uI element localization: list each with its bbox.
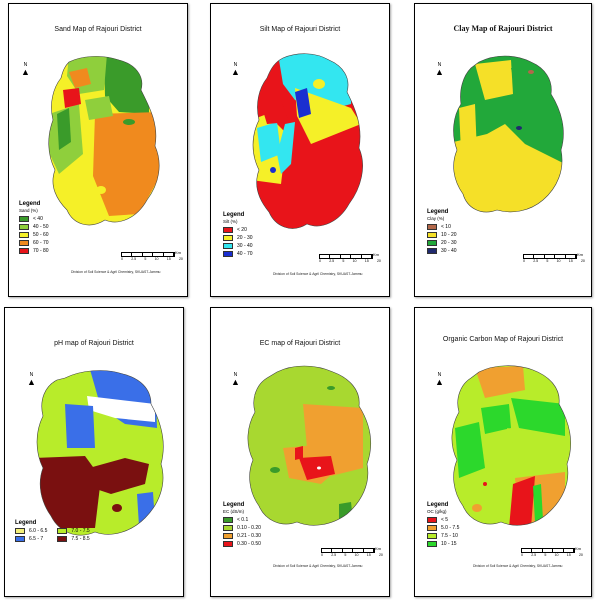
oc-map-title: Organic Carbon Map of Rajouri District: [442, 336, 564, 343]
oc-map-panel: Organic Carbon Map of Rajouri District N…: [414, 307, 592, 597]
silt-legend: Legend Silt (%) < 20 20 - 30 30 - 40 40 …: [223, 212, 253, 258]
ec-map-panel: EC map of Rajouri District N ▲ Legend EC …: [210, 307, 390, 597]
sand-legend: Legend Sand (%) < 40 40 - 50 50 - 60 60 …: [19, 201, 49, 255]
legend-item: 60 - 70: [19, 239, 49, 247]
credit-text: Division of Soil Science & Agril Chemist…: [273, 272, 363, 276]
legend-item: 7.5 - 10: [427, 532, 459, 540]
legend-item: 40 - 50: [19, 223, 49, 231]
clay-map-image: [453, 55, 564, 213]
ec-legend: Legend EC (dS/m) < 0.1 0.10 - 0.20 0.21 …: [223, 502, 261, 548]
legend-item: < 0.1: [223, 516, 261, 524]
legend-item: 7.5 - 8.5: [57, 535, 90, 543]
legend-item: 50 - 60: [19, 231, 49, 239]
scale-bar: 0 2.5 5 10 15 20: [321, 548, 383, 557]
legend-item: 6.5 - 7: [15, 535, 47, 543]
legend-item: 10 - 20: [427, 231, 457, 239]
north-arrow-icon: N ▲: [231, 372, 240, 387]
scale-unit: Km: [375, 546, 381, 551]
scale-unit: Km: [577, 252, 583, 257]
scale-bar: 0 2.5 5 10 15 20: [121, 252, 183, 261]
legend-item: 6.0 - 6.5: [15, 527, 47, 535]
clay-legend: Legend Clay (%) < 10 10 - 20 20 - 30 30 …: [427, 209, 457, 255]
legend-item: 20 - 30: [223, 234, 253, 242]
legend-item: 0.30 - 0.50: [223, 540, 261, 548]
legend-item: 0.21 - 0.30: [223, 532, 261, 540]
legend-item: 7.0 - 7.5: [57, 527, 90, 535]
credit-text: Division of Soil Science & Agril Chemist…: [473, 564, 563, 568]
ec-map-image: [247, 365, 372, 526]
sand-map-title: Sand Map of Rajouri District: [54, 26, 142, 33]
legend-item: < 5: [427, 516, 459, 524]
silt-map-panel: Silt Map of Rajouri District N ▲ Legend S…: [210, 3, 390, 297]
credit-text: Division of Soil Science & Agril Chemist…: [71, 270, 161, 274]
scale-unit: Km: [175, 250, 181, 255]
legend-item: < 20: [223, 226, 253, 234]
legend-item: 70 - 80: [19, 247, 49, 255]
north-arrow-icon: N ▲: [435, 62, 444, 77]
north-arrow-icon: N ▲: [21, 62, 30, 77]
clay-map-title: Clay Map of Rajouri District: [453, 24, 553, 33]
scale-bar: 0 2.5 5 10 15 20: [523, 254, 585, 263]
legend-item: 30 - 40: [427, 247, 457, 255]
legend-item: 0.10 - 0.20: [223, 524, 261, 532]
oc-legend: Legend OC (g/kg) < 5 5.0 - 7.5 7.5 - 10 …: [427, 502, 460, 548]
scale-unit: Km: [373, 252, 379, 257]
north-arrow-icon: N ▲: [27, 372, 36, 387]
silt-map-title: Silt Map of Rajouri District: [259, 26, 341, 33]
legend-item: 30 - 40: [223, 242, 253, 250]
legend-item: 40 - 70: [223, 250, 253, 258]
sand-map-panel: Sand Map of Rajouri District N ▲ Legend S…: [8, 3, 188, 297]
scale-bar: 0 2.5 5 10 15 20: [319, 254, 381, 263]
silt-map-image: [252, 53, 364, 229]
legend-item: 10 - 15: [427, 540, 459, 548]
ph-map-image: [36, 370, 164, 536]
scale-unit: Km: [575, 546, 581, 551]
legend-item: < 40: [19, 215, 49, 223]
ph-map-title: pH map of Rajouri District: [54, 340, 134, 347]
scale-bar: 0 2.5 5 10 15 20: [521, 548, 583, 557]
credit-text: Division of Soil Science & Agril Chemist…: [273, 564, 363, 568]
oc-map-image: [451, 365, 572, 526]
legend-item: 20 - 30: [427, 239, 457, 247]
legend-item: 5.0 - 7.5: [427, 524, 459, 532]
north-arrow-icon: N ▲: [231, 62, 240, 77]
sand-map-image: [48, 55, 160, 226]
legend-item: < 10: [427, 223, 457, 231]
ph-legend: Legend 6.0 - 6.5 7.0 - 7.5 6.5 - 7 7.5 -…: [15, 520, 90, 543]
clay-map-panel: Clay Map of Rajouri District N ▲ Legend C…: [414, 3, 592, 297]
ph-map-panel: pH map of Rajouri District N ▲ Legend 6.0…: [4, 307, 184, 597]
ec-map-title: EC map of Rajouri District: [259, 340, 341, 347]
north-arrow-icon: N ▲: [435, 372, 444, 387]
